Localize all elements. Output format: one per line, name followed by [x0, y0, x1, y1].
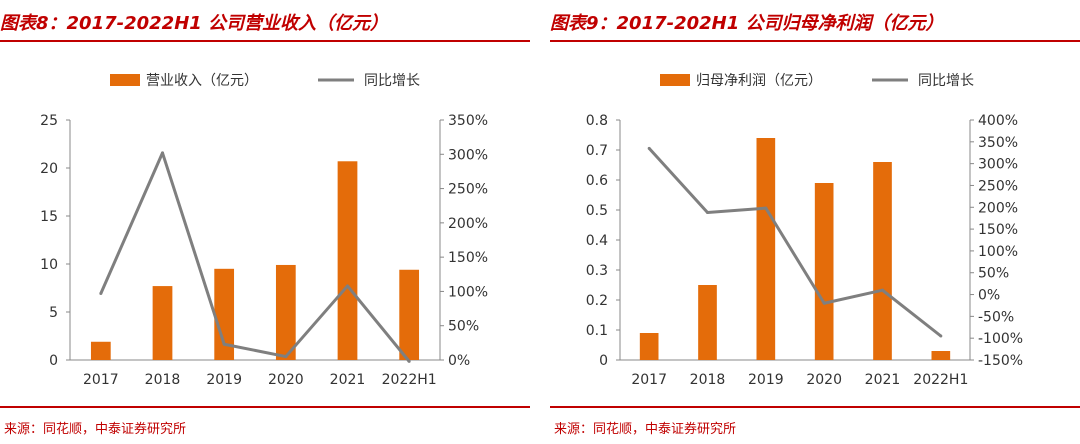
legend-line-label: 同比增长	[918, 73, 974, 89]
growth-point-2022H1	[407, 359, 411, 363]
x-tick-label: 2018	[690, 372, 726, 388]
right-tick-label: 150%	[448, 250, 488, 266]
right-tick-label: 150%	[978, 222, 1018, 238]
right-tick-label: 100%	[978, 244, 1018, 260]
title-rule	[550, 40, 1080, 42]
bar-2022H1	[931, 351, 951, 360]
bar-2021	[873, 162, 892, 360]
right-tick-label: 100%	[448, 284, 488, 300]
title-rule	[0, 40, 530, 42]
left-tick-label: 15	[40, 209, 58, 225]
x-tick-label: 2022H1	[382, 372, 437, 388]
x-tick-label: 2019	[206, 372, 242, 388]
bar-2019	[756, 138, 776, 360]
left-tick-label: 0.6	[586, 173, 608, 189]
bar-2017	[639, 333, 659, 360]
x-tick-label: 2017	[83, 372, 119, 388]
right-tick-label: 300%	[448, 147, 488, 163]
source-note: 来源：同花顺，中泰证券研究所	[4, 422, 187, 437]
right-tick-label: 350%	[448, 113, 488, 129]
source-rule	[0, 406, 530, 408]
right-tick-label: -150%	[978, 353, 1023, 369]
left-tick-label: 0.7	[586, 143, 608, 159]
x-tick-label: 2021	[330, 372, 366, 388]
legend: 营业收入（亿元） 同比增长	[110, 73, 420, 89]
right-tick-label: 250%	[448, 182, 488, 198]
left-tick-label: 0.2	[586, 293, 608, 309]
growth-point-2017	[647, 146, 651, 150]
bar-2019	[214, 268, 235, 360]
growth-point-2019	[764, 206, 768, 210]
bar-2017	[90, 341, 111, 360]
right-tick-label: 200%	[978, 200, 1018, 216]
x-tick-label: 2021	[865, 372, 901, 388]
right-tick-label: 350%	[978, 135, 1018, 151]
left-tick-label: 0.5	[586, 203, 608, 219]
growth-point-2019	[222, 342, 226, 346]
left-tick-label: 0	[599, 353, 608, 369]
growth-point-2021	[346, 284, 349, 288]
right-tick-label: 400%	[978, 113, 1018, 129]
left-tick-label: 0	[49, 353, 58, 369]
source-note: 来源：同花顺，中泰证券研究所	[554, 422, 737, 437]
growth-point-2018	[161, 151, 164, 155]
legend-bar-label: 营业收入（亿元）	[146, 73, 258, 89]
left-tick-label: 0.1	[586, 323, 608, 339]
revenue-chart: 营业收入（亿元） 同比增长05101520250%50%100%150%200%2…	[40, 73, 488, 388]
right-tick-label: -50%	[978, 309, 1014, 325]
revenue-chart-panel: 图表8：2017-2022H1 公司营业收入（亿元） 营业收入（亿元） 同比增长 0…	[0, 0, 530, 444]
right-tick-label: 250%	[978, 178, 1018, 194]
bar-2020	[814, 183, 834, 360]
growth-line	[648, 147, 942, 338]
legend: 归母净利润（亿元） 同比增长	[660, 72, 974, 89]
x-tick-label: 2017	[631, 372, 667, 388]
right-tick-label: 300%	[978, 157, 1018, 173]
bar-2018	[152, 286, 173, 360]
left-tick-label: 0.4	[586, 233, 608, 249]
bar-2022H1	[399, 269, 420, 360]
growth-point-2017	[99, 291, 103, 295]
growth-point-2020	[822, 301, 826, 305]
x-tick-label: 2020	[268, 372, 304, 388]
right-tick-label: 200%	[448, 216, 488, 232]
left-tick-label: 5	[49, 305, 58, 321]
net-profit-chart: 归母净利润（亿元） 同比增长 0 0.1 0.2 0.3 0.4 0.5 0.6 0.7 0.8 -1…	[586, 72, 1023, 388]
left-tick-label: 0.8	[586, 113, 608, 129]
legend-line-label: 同比增长	[364, 73, 420, 89]
bar-2018	[698, 285, 717, 360]
growth-point-2020	[284, 355, 288, 359]
left-tick-label: 25	[40, 113, 58, 129]
chart-title: 图表8：2017-2022H1 公司营业收入（亿元）	[0, 13, 389, 34]
right-tick-label: 50%	[978, 266, 1009, 282]
x-tick-label: 2018	[145, 372, 181, 388]
legend-bar-swatch	[660, 74, 690, 86]
chart-title: 图表9：2017-202H1 公司归母净利润（亿元）	[550, 13, 944, 34]
x-tick-label: 2020	[806, 372, 842, 388]
right-tick-label: 0%	[448, 353, 470, 369]
source-rule	[550, 406, 1080, 408]
growth-point-2021	[881, 288, 884, 292]
right-tick-label: -100%	[978, 331, 1023, 347]
legend-bar-label: 归母净利润（亿元）	[696, 72, 822, 89]
bar-2020	[275, 264, 296, 360]
x-tick-label: 2022H1	[913, 372, 968, 388]
right-tick-label: 50%	[448, 319, 479, 335]
left-tick-label: 20	[40, 161, 58, 177]
net-profit-chart-panel: 图表9：2017-202H1 公司归母净利润（亿元） 归母净利润（亿元） 同比增长…	[550, 0, 1080, 444]
left-tick-label: 10	[40, 257, 58, 273]
growth-point-2018	[706, 211, 709, 215]
legend-bar-swatch	[110, 74, 140, 86]
bar-2021	[337, 161, 358, 360]
x-tick-label: 2019	[748, 372, 784, 388]
growth-point-2022H1	[939, 334, 943, 338]
left-tick-label: 0.3	[586, 263, 608, 279]
right-tick-label: 0%	[978, 288, 1000, 304]
growth-line	[99, 151, 411, 363]
